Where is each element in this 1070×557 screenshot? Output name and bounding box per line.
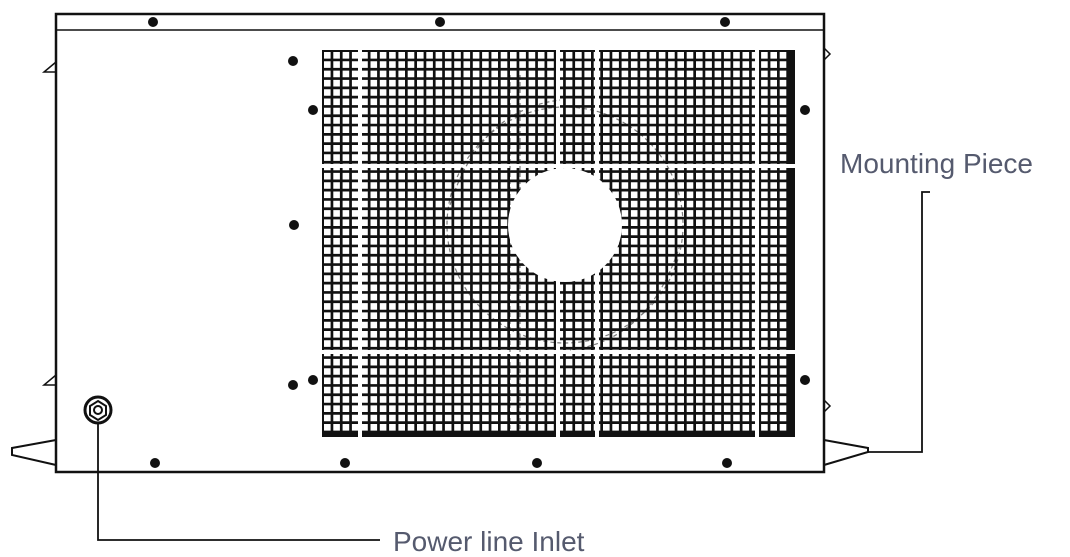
mounting-piece-left <box>11 439 57 466</box>
vent-holes <box>324 52 787 431</box>
callout-line-power <box>97 423 380 541</box>
vent-divider <box>755 50 759 437</box>
screw <box>435 17 445 27</box>
vent-divider <box>322 350 795 354</box>
side-notches <box>41 47 832 413</box>
power-inlet-connector <box>83 395 113 425</box>
fan-outline <box>446 75 684 430</box>
power-line-inlet-label: Power line Inlet <box>393 526 585 557</box>
fan-hub <box>508 168 622 282</box>
screw <box>308 375 318 385</box>
mounting-piece-label: Mounting Piece <box>840 148 1034 179</box>
screw <box>722 458 732 468</box>
screw <box>720 17 730 27</box>
screw <box>340 458 350 468</box>
callout-line-mounting <box>868 191 930 453</box>
vent-divider <box>358 50 362 437</box>
vent-divider <box>322 164 795 168</box>
screw <box>800 105 810 115</box>
vent-grille <box>322 50 795 437</box>
mounting-piece-right <box>823 439 869 466</box>
screw <box>308 105 318 115</box>
screws <box>148 17 810 468</box>
screw <box>150 458 160 468</box>
screw <box>148 17 158 27</box>
screw <box>532 458 542 468</box>
screw <box>289 220 299 230</box>
screw <box>288 56 298 66</box>
screw <box>288 380 298 390</box>
screw <box>800 375 810 385</box>
enclosure-body <box>54 12 826 474</box>
